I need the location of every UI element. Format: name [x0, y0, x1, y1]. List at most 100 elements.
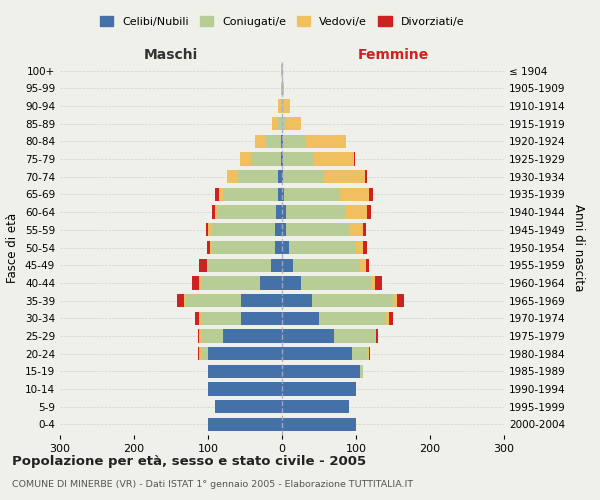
Bar [197, 330, 199, 342]
Bar [313, 152, 354, 166]
Bar [284, 188, 340, 201]
Bar [352, 347, 367, 360]
Bar [386, 312, 389, 325]
Bar [200, 276, 260, 289]
Bar [281, 152, 282, 166]
Bar [206, 223, 208, 236]
Bar [200, 330, 223, 342]
Bar [200, 347, 208, 360]
Bar [324, 170, 365, 183]
Bar [215, 188, 219, 201]
Bar [282, 170, 283, 183]
Bar [365, 258, 370, 272]
Bar [278, 117, 282, 130]
Bar [227, 170, 238, 183]
Bar [200, 312, 241, 325]
Bar [208, 418, 282, 431]
Text: COMUNE DI MINERBE (VR) - Dati ISTAT 1° gennaio 2005 - Elaborazione TUTTITALIA.IT: COMUNE DI MINERBE (VR) - Dati ISTAT 1° g… [12, 480, 413, 489]
Bar [365, 170, 367, 183]
Bar [281, 134, 282, 148]
Bar [371, 276, 374, 289]
Bar [282, 134, 283, 148]
Bar [240, 152, 251, 166]
Bar [286, 117, 301, 130]
Legend: Celibi/Nubili, Coniugati/e, Vedovi/e, Divorziati/e: Celibi/Nubili, Coniugati/e, Vedovi/e, Di… [97, 13, 467, 30]
Bar [340, 188, 370, 201]
Bar [199, 276, 200, 289]
Bar [283, 134, 305, 148]
Bar [212, 206, 215, 219]
Bar [367, 347, 368, 360]
Bar [281, 100, 282, 112]
Bar [282, 241, 289, 254]
Bar [364, 223, 365, 236]
Bar [282, 276, 301, 289]
Bar [278, 170, 282, 183]
Bar [208, 347, 282, 360]
Bar [212, 223, 275, 236]
Bar [184, 294, 186, 307]
Bar [356, 241, 364, 254]
Bar [281, 82, 282, 95]
Bar [199, 330, 200, 342]
Bar [286, 206, 345, 219]
Bar [223, 188, 278, 201]
Bar [199, 258, 206, 272]
Bar [282, 400, 349, 413]
Bar [208, 364, 282, 378]
Bar [282, 100, 284, 112]
Bar [282, 188, 284, 201]
Bar [364, 241, 367, 254]
Bar [283, 152, 313, 166]
Bar [345, 206, 367, 219]
Bar [282, 312, 319, 325]
Bar [276, 206, 282, 219]
Bar [199, 347, 200, 360]
Bar [284, 100, 290, 112]
Bar [282, 152, 283, 166]
Bar [278, 100, 281, 112]
Bar [192, 276, 199, 289]
Bar [301, 276, 371, 289]
Bar [212, 241, 275, 254]
Bar [282, 382, 356, 396]
Bar [208, 258, 271, 272]
Bar [305, 134, 346, 148]
Bar [368, 347, 370, 360]
Text: Femmine: Femmine [358, 48, 428, 62]
Bar [196, 312, 199, 325]
Bar [177, 294, 184, 307]
Bar [370, 188, 373, 201]
Bar [360, 364, 364, 378]
Bar [241, 294, 282, 307]
Bar [271, 258, 282, 272]
Bar [217, 206, 276, 219]
Bar [354, 152, 355, 166]
Bar [283, 82, 284, 95]
Bar [374, 276, 382, 289]
Bar [251, 152, 281, 166]
Bar [334, 330, 374, 342]
Bar [374, 330, 376, 342]
Bar [208, 223, 212, 236]
Bar [282, 117, 286, 130]
Bar [208, 382, 282, 396]
Bar [293, 258, 360, 272]
Bar [367, 206, 371, 219]
Bar [282, 258, 293, 272]
Bar [206, 258, 208, 272]
Bar [282, 347, 352, 360]
Text: Popolazione per età, sesso e stato civile - 2005: Popolazione per età, sesso e stato civil… [12, 455, 366, 468]
Bar [238, 170, 278, 183]
Bar [272, 117, 278, 130]
Bar [319, 312, 386, 325]
Bar [219, 188, 223, 201]
Bar [275, 241, 282, 254]
Bar [223, 330, 282, 342]
Bar [215, 400, 282, 413]
Bar [286, 223, 349, 236]
Bar [199, 312, 200, 325]
Bar [282, 82, 283, 95]
Bar [275, 223, 282, 236]
Bar [278, 188, 282, 201]
